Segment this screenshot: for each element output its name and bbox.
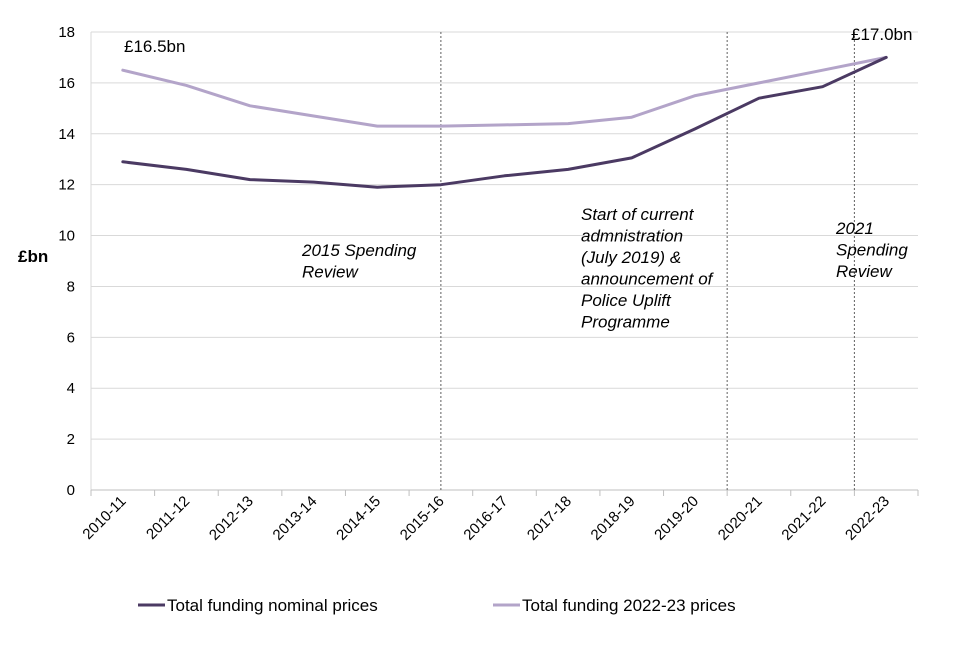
y-tick-label: 16 [58,75,75,92]
annotation-text: Review [302,263,359,282]
x-tick-label: 2018-19 [588,493,639,544]
x-tick-label: 2016-17 [460,493,511,544]
x-tick-label: 2013-14 [270,493,321,544]
annotation-text: (July 2019) & [581,248,681,267]
x-tick-label: 2022-23 [842,493,893,544]
y-tick-label: 10 [58,228,75,245]
y-tick-label: 2 [67,431,75,448]
annotation-text: 2021 [835,219,874,238]
annotation-text: Programme [581,313,670,332]
x-tick-label: 2020-21 [715,493,766,544]
annotation-text: admnistration [581,227,683,246]
x-tick-label: 2015-16 [397,493,448,544]
annotation-text: Spending [836,241,908,260]
series-line [123,57,886,187]
x-tick-label: 2011-12 [143,493,193,543]
annotation-text: Police Uplift [581,291,672,310]
start-value-label: £16.5bn [124,37,185,56]
x-tick-label: 2021-22 [778,493,829,544]
x-tick-label: 2014-15 [333,493,384,544]
y-tick-label: 0 [67,482,75,499]
legend-label: Total funding nominal prices [167,596,378,615]
annotation-text: Review [836,262,893,281]
y-tick-label: 8 [67,278,75,295]
legend-label: Total funding 2022-23 prices [522,596,736,615]
annotation-text: Start of current [581,205,695,224]
y-tick-label: 14 [58,126,75,143]
x-tick-label: 2012-13 [206,493,257,544]
y-tick-label: 12 [58,177,75,194]
x-tick-label: 2017-18 [524,493,575,544]
y-axis-label: £bn [18,247,48,266]
end-value-label: £17.0bn [851,25,912,44]
y-tick-label: 18 [58,24,75,41]
annotation-text: 2015 Spending [301,241,417,260]
y-tick-label: 4 [67,380,75,397]
series-line [123,57,886,126]
y-tick-label: 6 [67,329,75,346]
annotation-text: announcement of [581,270,715,289]
x-tick-label: 2010-11 [79,493,129,543]
x-tick-label: 2019-20 [651,493,702,544]
